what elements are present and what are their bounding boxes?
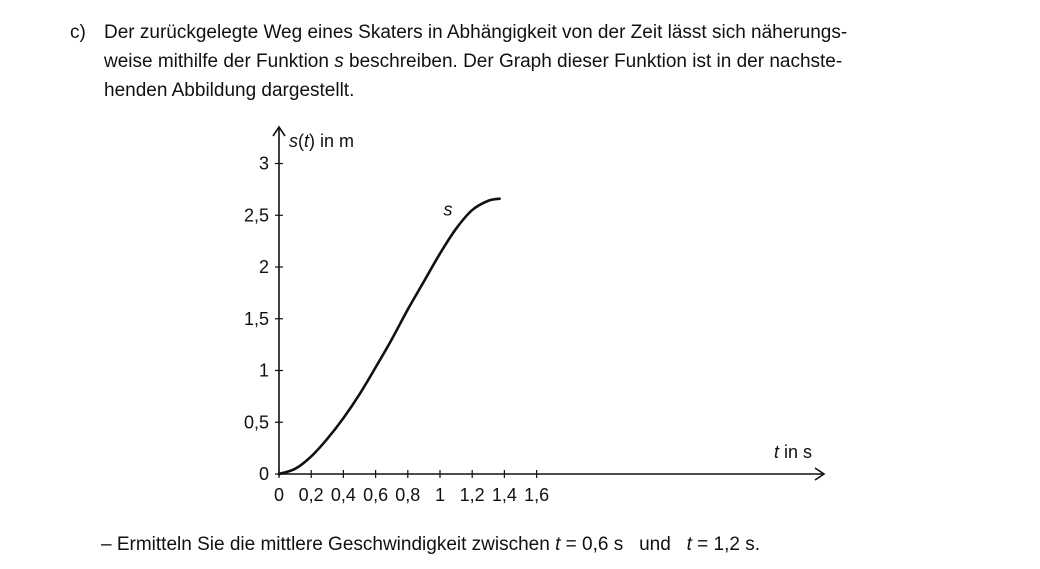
x-tick-label: 0,8 [395,485,420,505]
variable-t-1: t [555,534,561,555]
task-text: Der zurückgelegte Weg eines Skaters in A… [104,18,990,105]
y-tick-label: 1,5 [244,309,269,329]
bullet-text: Ermitteln Sie die mittlere Geschwindigke… [111,534,556,555]
y-axis-label: s(t) in m [289,131,354,151]
equation-2: = 1,2 s. [691,534,761,555]
task-line: henden Abbildung dargestellt. [104,76,990,105]
y-tick-label: 0,5 [244,412,269,432]
x-axis-arrow [814,467,826,481]
y-tick-label: 3 [259,154,269,174]
task-c: c) Der zurückgelegte Weg eines Skaters i… [70,18,990,105]
x-tick-label: 1,2 [460,485,485,505]
x-tick-label: 1,4 [492,485,517,505]
x-tick-label: 0,4 [331,485,356,505]
task-line: Der zurückgelegte Weg eines Skaters in A… [104,18,990,47]
task-bullet: – Ermitteln Sie die mittlere Geschwindig… [101,531,760,559]
task-line-text: henden Abbildung dargestellt. [104,80,355,101]
x-axis-label: t in s [774,442,812,462]
task-line-text: weise mithilfe der Funktion [104,51,335,72]
x-tick-label: 0 [274,485,284,505]
series-line-s [277,197,501,476]
x-tick-label: 0,2 [299,485,324,505]
x-tick-label: 0,6 [363,485,388,505]
equation-1: = 0,6 s [560,534,624,555]
function-name: s [334,51,344,72]
task-line-text: beschreiben. Der Graph dieser Funktion i… [343,51,843,72]
x-tick-label: 1 [435,485,445,505]
y-tick-label: 0 [259,464,269,484]
task-line: weise mithilfe der Funktion s beschreibe… [104,47,990,76]
series-label: s [444,199,453,219]
y-tick-label: 2,5 [244,205,269,225]
bullet-und: und [639,534,671,555]
task-label: c) [70,22,86,43]
variable-t-2: t [686,534,692,555]
bullet-dash: – [101,534,112,555]
y-tick-label: 2 [259,257,269,277]
y-tick-label: 1 [259,361,269,381]
x-tick-label: 1,6 [524,485,549,505]
y-axis-arrow [272,125,286,137]
task-line-text: Der zurückgelegte Weg eines Skaters in A… [104,22,848,43]
